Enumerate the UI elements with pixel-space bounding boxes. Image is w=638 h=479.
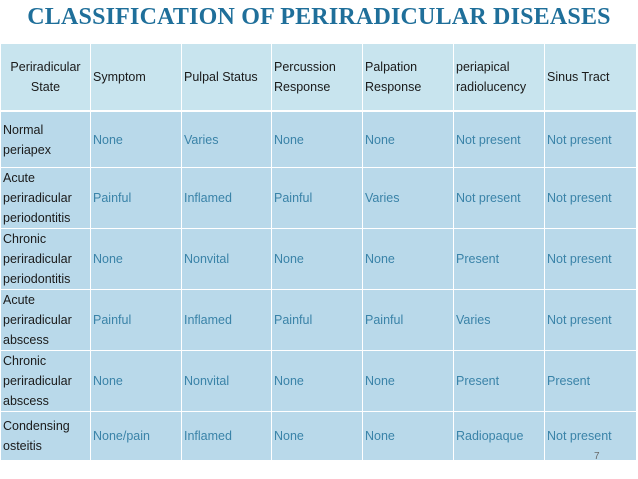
cell-percussion: None (271, 350, 363, 412)
cell-symptom: Painful (90, 289, 182, 351)
cell-radiolucency: Not present (453, 167, 545, 229)
header-percussion-response: Percussion Response (271, 43, 363, 112)
header-periapical-radiolucency: periapical radiolucency (453, 43, 545, 112)
cell-palpation: None (362, 350, 454, 412)
classification-table: Periradicular State Symptom Pulpal Statu… (0, 43, 637, 461)
cell-symptom: None (90, 350, 182, 412)
cell-pulpal-status: Nonvital (181, 228, 272, 290)
cell-palpation: Painful (362, 289, 454, 351)
cell-state: Normal periapex (0, 110, 91, 168)
cell-radiolucency: Not present (453, 110, 545, 168)
table-row: Acute periradicular abscess Painful Infl… (0, 289, 637, 351)
header-periradicular-state: Periradicular State (0, 43, 91, 112)
cell-sinus-tract: Present (544, 350, 637, 412)
cell-symptom: None (90, 228, 182, 290)
cell-pulpal-status: Inflamed (181, 289, 272, 351)
cell-palpation: None (362, 228, 454, 290)
cell-palpation: Varies (362, 167, 454, 229)
cell-percussion: None (271, 411, 363, 461)
cell-palpation: None (362, 110, 454, 168)
cell-state: Chronic periradicular abscess (0, 350, 91, 412)
header-sinus-tract: Sinus Tract (544, 43, 637, 112)
cell-sinus-tract: Not present (544, 289, 637, 351)
page-number: 7 (594, 451, 600, 462)
header-pulpal-status: Pulpal Status (181, 43, 272, 112)
cell-palpation: None (362, 411, 454, 461)
cell-percussion: None (271, 110, 363, 168)
cell-state: Chronic periradicular periodontitis (0, 228, 91, 290)
cell-percussion: Painful (271, 289, 363, 351)
header-symptom: Symptom (90, 43, 182, 112)
cell-sinus-tract: Not present (544, 411, 637, 461)
table-row: Condensing osteitis None/pain Inflamed N… (0, 411, 637, 461)
slide-title: CLASSIFICATION OF PERIRADICULAR DISEASES (27, 4, 611, 30)
table-row: Chronic periradicular periodontitis None… (0, 228, 637, 290)
cell-radiolucency: Varies (453, 289, 545, 351)
header-palpation-response: Palpation Response (362, 43, 454, 112)
table-row: Chronic periradicular abscess None Nonvi… (0, 350, 637, 412)
cell-percussion: None (271, 228, 363, 290)
cell-pulpal-status: Nonvital (181, 350, 272, 412)
cell-symptom: Painful (90, 167, 182, 229)
cell-percussion: Painful (271, 167, 363, 229)
cell-symptom: None/pain (90, 411, 182, 461)
table-row: Normal periapex None Varies None None No… (0, 110, 637, 168)
cell-pulpal-status: Inflamed (181, 411, 272, 461)
cell-state: Acute periradicular abscess (0, 289, 91, 351)
cell-pulpal-status: Varies (181, 110, 272, 168)
table-header-row: Periradicular State Symptom Pulpal Statu… (0, 43, 637, 112)
table-row: Acute periradicular periodontitis Painfu… (0, 167, 637, 229)
cell-radiolucency: Radiopaque (453, 411, 545, 461)
cell-radiolucency: Present (453, 228, 545, 290)
cell-sinus-tract: Not present (544, 167, 637, 229)
cell-state: Condensing osteitis (0, 411, 91, 461)
cell-sinus-tract: Not present (544, 228, 637, 290)
cell-state: Acute periradicular periodontitis (0, 167, 91, 229)
cell-sinus-tract: Not present (544, 110, 637, 168)
cell-pulpal-status: Inflamed (181, 167, 272, 229)
cell-symptom: None (90, 110, 182, 168)
cell-radiolucency: Present (453, 350, 545, 412)
